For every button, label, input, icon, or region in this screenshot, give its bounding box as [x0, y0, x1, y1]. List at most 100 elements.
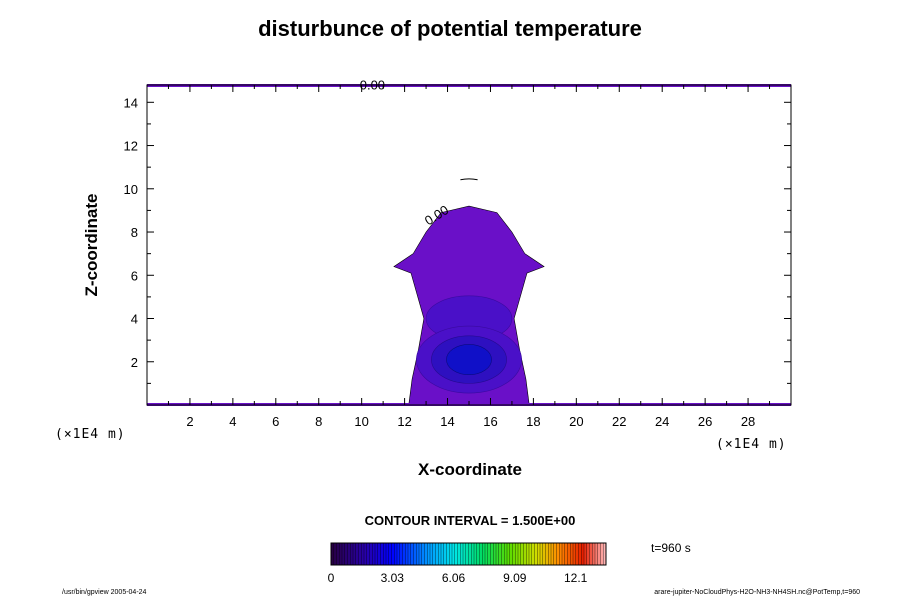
colorbar-segment: [408, 543, 412, 565]
x-tick-label: 16: [483, 414, 497, 429]
colorbar-segment: [559, 543, 563, 565]
y-tick-label: 4: [131, 312, 138, 327]
colorbar-segment: [531, 543, 535, 565]
colorbar-segment: [405, 543, 409, 565]
x-tick-label: 26: [698, 414, 712, 429]
colorbar-segment: [344, 543, 348, 565]
colorbar-segment: [397, 543, 401, 565]
colorbar-segment: [562, 543, 566, 565]
z-unit-label: (×1E4 m): [55, 427, 126, 442]
colorbar-segment: [476, 543, 480, 565]
colorbar-segment: [487, 543, 491, 565]
colorbar-segment: [603, 543, 607, 565]
x-tick-label: 12: [397, 414, 411, 429]
colorbar-segment: [432, 543, 436, 565]
colorbar-frame: [330, 542, 607, 566]
x-tick-label: 2: [186, 414, 193, 429]
colorbar-segment: [375, 543, 379, 565]
colorbar-segment: [457, 543, 461, 565]
contour-label: 0.00: [360, 77, 385, 92]
colorbar-segment: [498, 543, 502, 565]
colorbar-segment: [364, 543, 368, 565]
colorbar-segment: [402, 543, 406, 565]
colorbar-segment: [333, 543, 337, 565]
colorbar-segment: [416, 543, 420, 565]
x-tick-label: 18: [526, 414, 540, 429]
colorbar-tick-label: 9.09: [503, 571, 527, 585]
footer-right: arare-jupiter-NoCloudPhys-H2O-NH3-NH4SH.…: [654, 589, 860, 596]
x-unit-label: (×1E4 m): [716, 437, 787, 452]
colorbar-segment: [570, 543, 574, 565]
contour-fragment: [460, 178, 478, 181]
y-tick-label: 8: [131, 225, 138, 240]
colorbar-segment: [512, 543, 516, 565]
colorbar-tick-label: 0: [328, 571, 335, 585]
colorbar-segment: [452, 543, 456, 565]
colorbar-segment: [336, 543, 340, 565]
colorbar-segment: [482, 543, 486, 565]
colorbar-segment: [578, 543, 582, 565]
colorbar-segment: [548, 543, 552, 565]
colorbar-segment: [410, 543, 414, 565]
colorbar-segment: [424, 543, 428, 565]
colorbar-segment: [463, 543, 467, 565]
colorbar-segment: [391, 543, 395, 565]
colorbar-segment: [449, 543, 453, 565]
colorbar-segment: [435, 543, 439, 565]
colorbar-segment: [567, 543, 571, 565]
colorbar-segment: [496, 543, 500, 565]
colorbar-segment: [421, 543, 425, 565]
colorbar-segment: [438, 543, 442, 565]
colorbar-segment: [485, 543, 489, 565]
colorbar-segment: [515, 543, 519, 565]
colorbar-segment: [468, 543, 472, 565]
colorbar-segment: [383, 543, 387, 565]
x-tick-label: 22: [612, 414, 626, 429]
colorbar-segment: [509, 543, 513, 565]
colorbar-segment: [518, 543, 522, 565]
colorbar-segment: [471, 543, 475, 565]
colorbar-segment: [372, 543, 376, 565]
colorbar-segment: [441, 543, 445, 565]
colorbar-tick-label: 6.06: [442, 571, 466, 585]
x-tick-label: 6: [272, 414, 279, 429]
colorbar-segment: [589, 543, 593, 565]
x-tick-label: 4: [229, 414, 236, 429]
colorbar-segment: [556, 543, 560, 565]
colorbar-segment: [366, 543, 370, 565]
y-tick-label: 2: [131, 355, 138, 370]
colorbar-segment: [520, 543, 524, 565]
y-tick-label: 10: [124, 182, 138, 197]
colorbar-segment: [465, 543, 469, 565]
colorbar-segment: [369, 543, 373, 565]
x-tick-label: 20: [569, 414, 583, 429]
x-axis-label: X-coordinate: [418, 460, 522, 479]
y-axis-label: Z-coordinate: [82, 193, 101, 297]
colorbar-segment: [377, 543, 381, 565]
colorbar-segment: [386, 543, 390, 565]
colorbar-tick-label: 12.1: [564, 571, 588, 585]
colorbar-segment: [504, 543, 508, 565]
colorbar-segment: [430, 543, 434, 565]
colorbar-segment: [523, 543, 527, 565]
x-tick-label: 10: [354, 414, 368, 429]
colorbar-segment: [540, 543, 544, 565]
colorbar-segment: [355, 543, 359, 565]
colorbar-segment: [526, 543, 530, 565]
colorbar-segment: [347, 543, 351, 565]
contour-core: [446, 344, 492, 376]
colorbar-segment: [507, 543, 511, 565]
chart-title: disturbunce of potential temperature: [258, 16, 642, 41]
colorbar-segment: [361, 543, 365, 565]
y-tick-label: 14: [124, 95, 138, 110]
colorbar-segment: [339, 543, 343, 565]
colorbar-segment: [564, 543, 568, 565]
colorbar-segment: [388, 543, 392, 565]
x-tick-label: 24: [655, 414, 669, 429]
colorbar-segment: [427, 543, 431, 565]
colorbar-segment: [394, 543, 398, 565]
colorbar-segment: [529, 543, 533, 565]
colorbar-segment: [545, 543, 549, 565]
colorbar-segment: [586, 543, 590, 565]
